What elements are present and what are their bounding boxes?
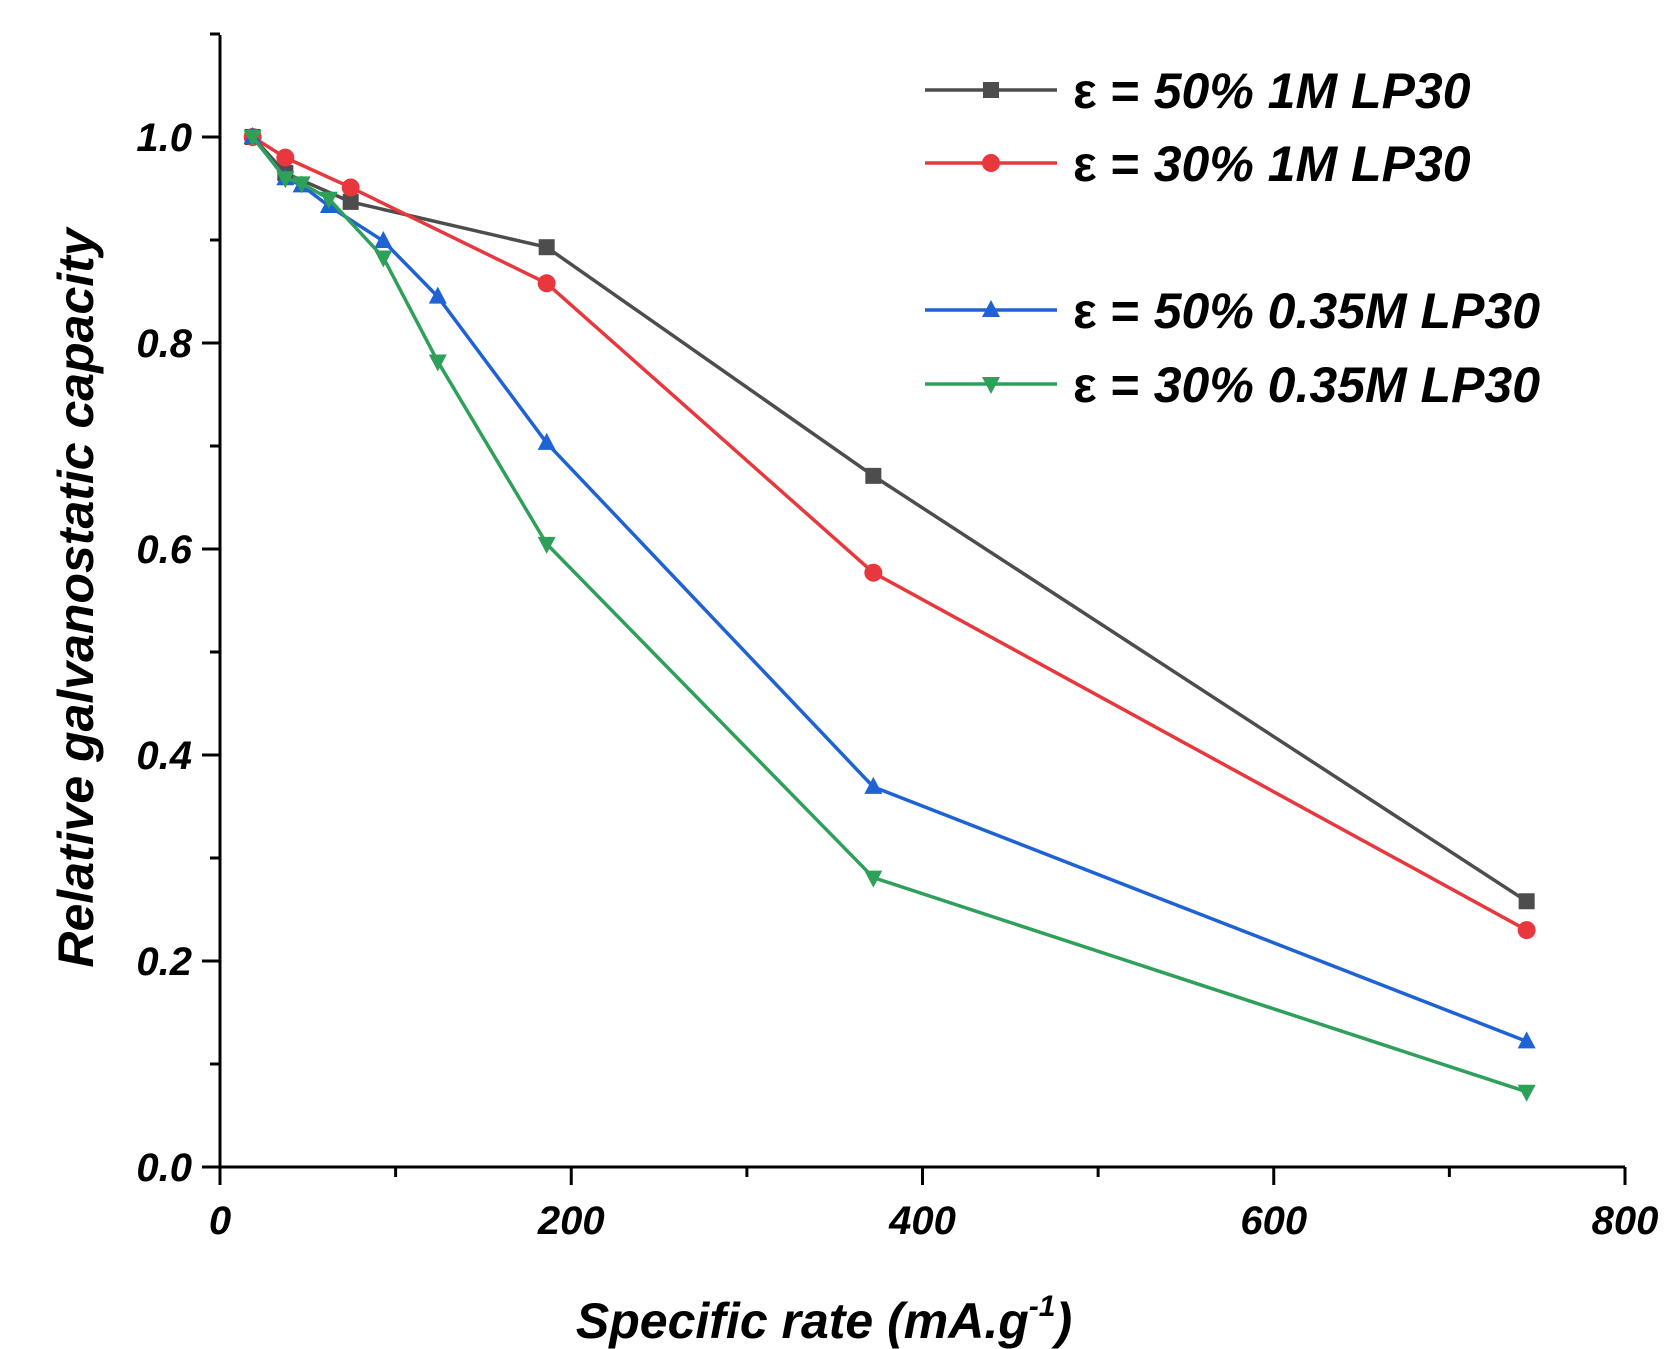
data-point bbox=[1517, 1031, 1536, 1049]
series-line bbox=[251, 135, 1528, 903]
y-tick-label: 0.2 bbox=[136, 940, 192, 984]
x-tick-label: 600 bbox=[1240, 1199, 1307, 1243]
y-tick-label: 0.4 bbox=[136, 734, 192, 778]
y-tick-label: 0.6 bbox=[136, 528, 192, 572]
data-point bbox=[1517, 921, 1536, 940]
series-layer bbox=[243, 127, 1536, 1102]
data-point bbox=[276, 171, 295, 189]
series-3 bbox=[243, 127, 1536, 1049]
data-point bbox=[374, 250, 393, 268]
series-line bbox=[251, 135, 1528, 1043]
legend-series-name: 30% 0.35M LP30 bbox=[1154, 357, 1541, 413]
legend-series-name: 30% 1M LP30 bbox=[1154, 136, 1471, 192]
series-line bbox=[251, 135, 1528, 1094]
legend-marker bbox=[982, 377, 1000, 394]
legend-label: ε = 30% 0.35M LP30 bbox=[1073, 357, 1540, 413]
x-tick-label: 400 bbox=[888, 1199, 956, 1243]
data-point bbox=[319, 191, 338, 209]
x-axis-title-main: Specific rate (mA.g bbox=[576, 1293, 1029, 1349]
data-point bbox=[342, 193, 359, 210]
data-point bbox=[864, 870, 883, 888]
legend-marker bbox=[982, 300, 1000, 317]
y-tick-label: 0.0 bbox=[136, 1146, 192, 1190]
data-point bbox=[341, 178, 360, 197]
legend-label: ε = 30% 1M LP30 bbox=[1073, 136, 1471, 192]
legend-series-name: 50% 1M LP30 bbox=[1154, 63, 1471, 119]
data-point bbox=[538, 239, 555, 256]
data-point bbox=[537, 274, 556, 293]
data-point bbox=[1517, 1084, 1536, 1102]
legend-epsilon: ε = bbox=[1073, 136, 1154, 192]
data-point bbox=[864, 563, 883, 582]
data-point bbox=[292, 176, 311, 194]
legend-epsilon: ε = bbox=[1073, 357, 1154, 413]
y-tick-label: 1.0 bbox=[136, 116, 192, 160]
data-point bbox=[537, 432, 556, 450]
data-point bbox=[865, 467, 882, 484]
x-axis-title-superscript: -1 bbox=[1029, 1290, 1056, 1323]
data-point bbox=[428, 286, 447, 304]
data-point bbox=[537, 536, 556, 554]
y-tick-label: 0.8 bbox=[136, 322, 192, 366]
legend-item: ε = 30% 0.35M LP30 bbox=[925, 357, 1540, 413]
data-point bbox=[864, 776, 883, 794]
legend-series-name: 50% 0.35M LP30 bbox=[1154, 283, 1541, 339]
x-tick-label: 200 bbox=[537, 1199, 605, 1243]
x-axis-title-close: ) bbox=[1050, 1293, 1072, 1349]
legend-item: ε = 50% 0.35M LP30 bbox=[925, 283, 1540, 339]
series-4 bbox=[243, 130, 1536, 1102]
legend-label: ε = 50% 0.35M LP30 bbox=[1073, 283, 1540, 339]
legend-item: ε = 50% 1M LP30 bbox=[925, 63, 1471, 119]
x-tick-label: 800 bbox=[1592, 1199, 1659, 1243]
series-line bbox=[251, 135, 1528, 932]
series-2 bbox=[243, 128, 1536, 940]
legend-item: ε = 30% 1M LP30 bbox=[925, 136, 1471, 192]
legend-epsilon: ε = bbox=[1073, 283, 1154, 339]
x-axis-title: Specific rate (mA.g-1) bbox=[576, 1290, 1072, 1349]
y-axis-title: Relative galvanostatic capacity bbox=[48, 226, 104, 967]
data-point bbox=[1518, 893, 1535, 910]
legend-epsilon: ε = bbox=[1073, 63, 1154, 119]
x-tick-label: 0 bbox=[209, 1199, 231, 1243]
data-point bbox=[374, 231, 393, 249]
data-point bbox=[276, 148, 295, 167]
legend-marker bbox=[983, 82, 999, 98]
legend-label: ε = 50% 1M LP30 bbox=[1073, 63, 1471, 119]
axes: 0.0 0.2 0.4 0.6 0.8 1.0 0 200 400 600 800 bbox=[136, 32, 1659, 1243]
legend-marker bbox=[982, 154, 1000, 172]
data-point bbox=[243, 130, 262, 147]
data-point bbox=[428, 354, 447, 372]
